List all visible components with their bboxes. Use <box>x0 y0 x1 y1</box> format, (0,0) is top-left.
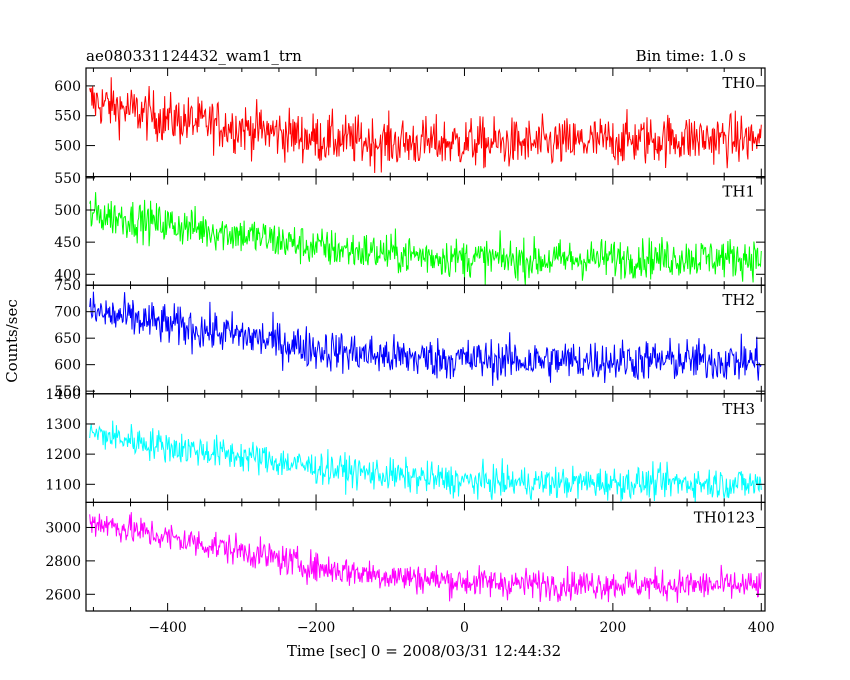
y-tick-label: 550 <box>54 171 81 187</box>
series-line-th0123 <box>89 512 762 603</box>
panel-th0: 500 550 600 TH0 <box>54 67 766 178</box>
y-tick-label: 500 <box>54 203 81 219</box>
y-tick-label: 650 <box>54 331 81 347</box>
panel-frame <box>85 501 766 612</box>
y-tick-label: 2600 <box>45 587 81 603</box>
bin-time-label: Bin time: 1.0 s <box>636 47 746 65</box>
y-tick-label: 2800 <box>45 554 81 570</box>
y-tick-label: 600 <box>54 358 81 374</box>
y-tick-label: 750 <box>54 278 81 294</box>
chart-title: ae080331124432_wam1_trn <box>86 47 302 65</box>
x-tick-labels: −400 −200 0 200 400 <box>148 620 774 636</box>
series-line-th2 <box>89 291 762 386</box>
x-tick-label: 200 <box>600 620 627 636</box>
y-tick-label: 550 <box>54 384 81 400</box>
panel-label-th3: TH3 <box>722 400 755 418</box>
x-tick-label: 400 <box>748 620 775 636</box>
y-axis-label: Counts/sec <box>3 299 21 383</box>
panel-th0123: 2600 2800 3000 TH0123 <box>45 501 766 612</box>
y-tick-label: 400 <box>54 267 81 283</box>
panel-frame <box>85 284 766 395</box>
x-tick-label: 0 <box>460 620 469 636</box>
y-tick-label: 1300 <box>45 417 81 433</box>
panel-label-th1: TH1 <box>722 183 755 201</box>
panel-th1: 400 450 500 550 TH1 <box>54 171 766 286</box>
panel-label-th0123: TH0123 <box>694 508 755 526</box>
y-tick-label: 600 <box>54 79 81 95</box>
series-line-th1 <box>89 192 762 285</box>
y-tick-label: 1200 <box>45 447 81 463</box>
y-tick-label: 450 <box>54 235 81 251</box>
x-tick-label: −400 <box>148 620 186 636</box>
y-tick-label: 1100 <box>45 477 81 493</box>
panels: 500 550 600 TH0 400 450 500 550 TH1 550 600 650 700 7… <box>45 67 766 612</box>
series-line-th0 <box>89 77 762 174</box>
y-tick-label: 1400 <box>45 387 81 403</box>
y-tick-label: 500 <box>54 139 81 155</box>
x-tick-label: −200 <box>297 620 335 636</box>
y-tick-label: 700 <box>54 305 81 321</box>
panel-label-th0: TH0 <box>722 74 755 92</box>
y-tick-label: 3000 <box>45 520 81 536</box>
panel-th3: 1100 1200 1300 1400 TH3 <box>45 387 766 503</box>
panel-label-th2: TH2 <box>722 291 755 309</box>
x-axis-label: Time [sec] 0 = 2008/03/31 12:44:32 <box>287 642 561 660</box>
panel-th2: 550 600 650 700 750 TH2 <box>54 278 766 400</box>
series-line-th3 <box>89 420 762 503</box>
y-tick-label: 550 <box>54 109 81 125</box>
